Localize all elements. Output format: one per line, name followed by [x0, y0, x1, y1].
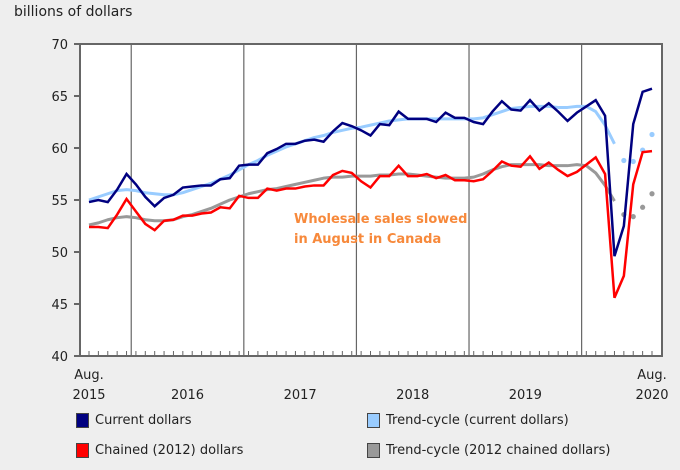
- x-tick-label: 2018: [396, 388, 429, 403]
- legend-label: Trend-cycle (current dollars): [386, 413, 569, 428]
- x-tick-label: 2016: [171, 388, 204, 403]
- series-point-trend-cycle-current-dollars: [649, 131, 655, 138]
- x-axis: Aug. 2015 2016 2017 2018 2019 Aug. 2020: [72, 44, 669, 403]
- series-point-trend-cycle-current-dollars: [621, 157, 627, 164]
- legend-label: Current dollars: [95, 413, 192, 428]
- series-line-current-dollars: [88, 87, 653, 257]
- legend-swatch-chained-dollars: [76, 443, 89, 458]
- y-tick-label: 50: [51, 246, 68, 261]
- x-tick-label: Aug.: [637, 368, 667, 383]
- annotation-line-2: in August in Canada: [294, 232, 441, 247]
- legend-item-trend-chained: Trend-cycle (2012 chained dollars): [367, 443, 610, 458]
- legend-item-trend-current: Trend-cycle (current dollars): [367, 413, 569, 428]
- y-tick-label: 60: [51, 142, 68, 157]
- series-line-trend-cycle-current-dollars: [88, 104, 616, 202]
- series-point-trend-cycle-2012-chained-dollars: [640, 204, 646, 210]
- y-axis-title: billions of dollars: [14, 4, 133, 20]
- series-point-trend-cycle-current-dollars: [630, 158, 636, 165]
- legend-swatch-trend-chained: [367, 443, 380, 458]
- y-tick-label: 40: [51, 350, 68, 365]
- legend-swatch-current-dollars: [76, 413, 89, 428]
- series-group: [88, 87, 655, 299]
- x-tick-label: Aug.: [74, 368, 104, 383]
- series-line-chained-2012-dollars: [89, 149, 653, 299]
- y-tick-label: 65: [51, 90, 68, 105]
- y-tick-label: 55: [51, 194, 68, 209]
- plot-area: [79, 43, 663, 357]
- y-tick-label: 45: [51, 298, 68, 313]
- series-point-trend-cycle-2012-chained-dollars: [630, 214, 636, 220]
- x-tick-label: 2015: [72, 388, 105, 403]
- y-axis: 40 45 50 55 60 65 70: [51, 38, 80, 365]
- x-tick-label: 2019: [509, 388, 542, 403]
- legend-label: Chained (2012) dollars: [95, 443, 244, 458]
- legend-item-current-dollars: Current dollars: [76, 413, 191, 428]
- legend-label: Trend-cycle (2012 chained dollars): [386, 443, 611, 458]
- annotation-line-1: Wholesale sales slowed: [294, 212, 467, 227]
- y-tick-label: 70: [51, 38, 68, 53]
- x-tick-label: 2017: [284, 388, 317, 403]
- legend-item-chained-dollars: Chained (2012) dollars: [76, 443, 243, 458]
- series-point-trend-cycle-2012-chained-dollars: [649, 191, 655, 197]
- x-tick-label: 2020: [635, 388, 668, 403]
- legend-swatch-trend-current: [367, 413, 380, 428]
